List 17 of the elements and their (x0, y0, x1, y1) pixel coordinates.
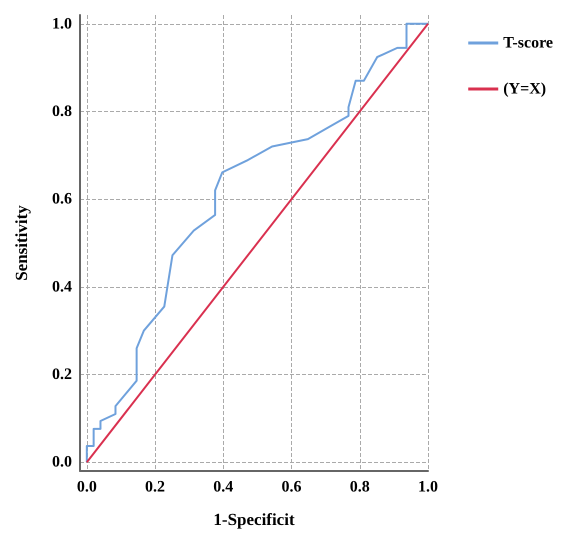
x-tick-label: 0.6 (282, 478, 302, 496)
x-tick-label: 0.4 (213, 478, 234, 496)
y-tick-label: 0.6 (52, 190, 72, 208)
y-tick-label: 1.0 (52, 15, 72, 32)
line-series (86, 22, 429, 464)
y-tick-label: 0.0 (52, 454, 72, 471)
x-tick-label: 0.0 (76, 478, 97, 496)
y-axis-title: Sensitivity (12, 204, 31, 281)
y-tick-label: 0.4 (52, 278, 72, 296)
y-tick-label: 0.8 (52, 102, 72, 120)
legend-label: (Y=X) (503, 80, 546, 98)
x-tick-label: 0.2 (145, 478, 166, 496)
x-axis-title: 1-Specificit (213, 510, 295, 529)
y-tick-label: 0.2 (52, 366, 72, 384)
x-tick-label: 1.0 (418, 478, 438, 496)
legend-label: T-score (503, 34, 554, 52)
x-tick-label: 0.8 (350, 478, 370, 496)
